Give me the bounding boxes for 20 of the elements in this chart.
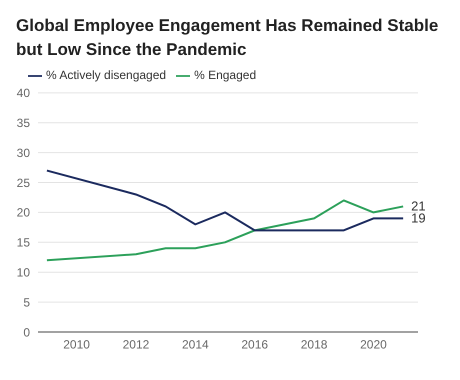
y-tick-label: 10 — [16, 265, 30, 280]
y-tick-label: 0 — [23, 325, 30, 340]
y-tick-label: 35 — [16, 116, 30, 130]
y-tick-label: 5 — [23, 295, 30, 310]
y-tick-label: 30 — [16, 146, 30, 160]
y-tick-label: 15 — [16, 236, 30, 250]
y-tick-label: 40 — [16, 86, 30, 100]
x-tick-label: 2020 — [360, 338, 388, 352]
line-series — [46, 170, 404, 232]
y-tick-label: 20 — [16, 206, 30, 220]
legend-label: % Actively disengaged — [46, 68, 166, 82]
chart-title: Global Employee Engagement Has Remained Stable but Low Since the Pandemic — [15, 15, 440, 61]
x-tick-label: 2012 — [122, 338, 150, 352]
y-tick-label: 25 — [16, 176, 30, 190]
x-tick-label: 2018 — [300, 338, 328, 352]
x-tick-label: 2016 — [241, 338, 268, 352]
legend-label: % Engaged — [194, 68, 256, 82]
x-tick-label: 2010 — [63, 338, 90, 352]
line-series — [46, 199, 404, 262]
x-tick-label: 2014 — [182, 338, 210, 352]
